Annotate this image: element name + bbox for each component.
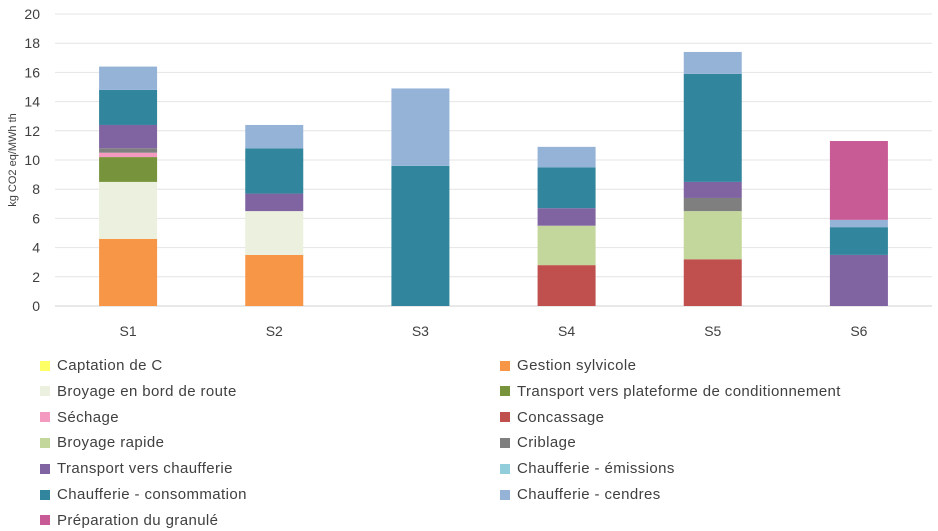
stacked-bar-chart: 0 2 4 6 8 10 12 14 16 18 20 S1 S2 S3 S4 S5 S6 kg CO2 eq…: [7, 6, 932, 339]
legend-item: Chaufferie - cendres: [500, 486, 661, 503]
legend-item: Chaufferie - consommation: [40, 486, 247, 503]
legend-item: Gestion sylvicole: [500, 357, 636, 374]
bar-segment: [537, 225, 596, 266]
bar-segment: [245, 124, 304, 149]
bar-segment: [829, 254, 888, 306]
legend-label: Transport vers chaufferie: [57, 460, 233, 478]
bars: [99, 51, 888, 306]
bar-segment: [537, 208, 596, 226]
gridlines: [55, 13, 932, 307]
legend-item: Concassage: [500, 409, 604, 426]
legend-item: Préparation du granulé: [40, 512, 218, 529]
bar-segment: [683, 259, 742, 306]
y-tick-label: 20: [24, 6, 40, 22]
bar-segment: [829, 227, 888, 255]
y-tick-label: 10: [24, 152, 40, 168]
x-tick-labels: S1 S2 S3 S4 S5 S6: [120, 323, 868, 339]
legend-swatch: [500, 360, 510, 371]
y-tick-label: 0: [32, 298, 40, 314]
legend-label: Séchage: [57, 408, 120, 426]
bar-segment: [683, 197, 742, 212]
legend-swatch: [40, 489, 50, 500]
bar-segment: [829, 219, 888, 228]
bar-segment: [683, 211, 742, 260]
x-tick-label: S5: [704, 323, 721, 339]
legend-swatch: [500, 412, 510, 423]
legend-swatch: [40, 515, 50, 526]
bar-segment: [99, 238, 158, 306]
legend-item: Transport vers chaufferie: [40, 460, 233, 477]
bar-segment: [537, 265, 596, 306]
bar-segment: [99, 157, 158, 182]
legend-item: Captation de C: [40, 357, 163, 374]
legend-label: Broyage en bord de route: [57, 382, 237, 400]
legend-label: Chaufferie - cendres: [517, 486, 661, 503]
bar-segment: [99, 148, 158, 153]
bar-segment: [99, 181, 158, 239]
bar-segment: [245, 148, 304, 194]
bar-segment: [391, 165, 450, 306]
x-tick-label: S2: [266, 323, 283, 339]
legend-item: Transport vers plateforme de conditionne…: [500, 383, 841, 400]
bar-segment: [245, 193, 304, 212]
legend-label: Chaufferie - consommation: [57, 486, 247, 503]
bar-segment: [99, 66, 158, 90]
bar-segment: [245, 254, 304, 306]
legend-swatch: [500, 437, 510, 448]
y-tick-labels: 0 2 4 6 8 10 12 14 16 18 20: [24, 6, 40, 314]
x-tick-label: S6: [850, 323, 867, 339]
y-axis-label: kg CO2 eq/MWh th: [7, 113, 19, 207]
legend-item: Séchage: [40, 409, 119, 426]
bar-segment: [537, 146, 596, 168]
legend-label: Transport vers plateforme de conditionne…: [517, 382, 841, 400]
bar-segment: [683, 73, 742, 182]
y-tick-label: 2: [32, 269, 40, 285]
y-tick-label: 18: [24, 35, 40, 51]
bar-segment: [391, 88, 450, 166]
legend-label: Préparation du granulé: [57, 511, 219, 529]
bar-segment: [683, 51, 742, 74]
legend-swatch: [40, 463, 50, 474]
bar-segment: [245, 211, 304, 255]
legend-item: Chaufferie - émissions: [500, 460, 675, 477]
legend-label: Captation de C: [57, 357, 163, 374]
y-tick-label: 14: [24, 94, 40, 110]
bar-segment: [99, 124, 158, 149]
legend-swatch: [500, 489, 510, 500]
bar-segment: [99, 152, 158, 158]
legend: Captation de C Gestion sylvicole Broyage e…: [0, 352, 938, 531]
legend-swatch: [500, 386, 510, 397]
legend-swatch: [40, 386, 50, 397]
x-tick-label: S4: [558, 323, 575, 339]
legend-swatch: [40, 360, 50, 371]
legend-swatch: [40, 437, 50, 448]
legend-swatch: [500, 463, 510, 474]
y-tick-label: 4: [32, 240, 40, 256]
x-tick-label: S3: [412, 323, 429, 339]
bar-segment: [829, 141, 888, 220]
y-tick-label: 6: [32, 210, 40, 226]
y-tick-label: 16: [24, 64, 40, 80]
legend-label: Broyage rapide: [57, 434, 165, 452]
legend-label: Gestion sylvicole: [517, 357, 637, 374]
legend-label: Chaufferie - émissions: [517, 460, 675, 478]
x-tick-label: S1: [120, 323, 137, 339]
y-tick-label: 12: [24, 123, 40, 139]
y-tick-label: 8: [32, 181, 40, 197]
bar-segment: [537, 167, 596, 209]
bar-segment: [683, 181, 742, 198]
legend-item: Broyage en bord de route: [40, 383, 237, 400]
legend-swatch: [40, 412, 50, 423]
legend-item: Criblage: [500, 434, 576, 451]
legend-label: Criblage: [517, 434, 577, 452]
legend-item: Broyage rapide: [40, 434, 164, 451]
legend-label: Concassage: [517, 408, 605, 426]
bar-segment: [99, 89, 158, 125]
